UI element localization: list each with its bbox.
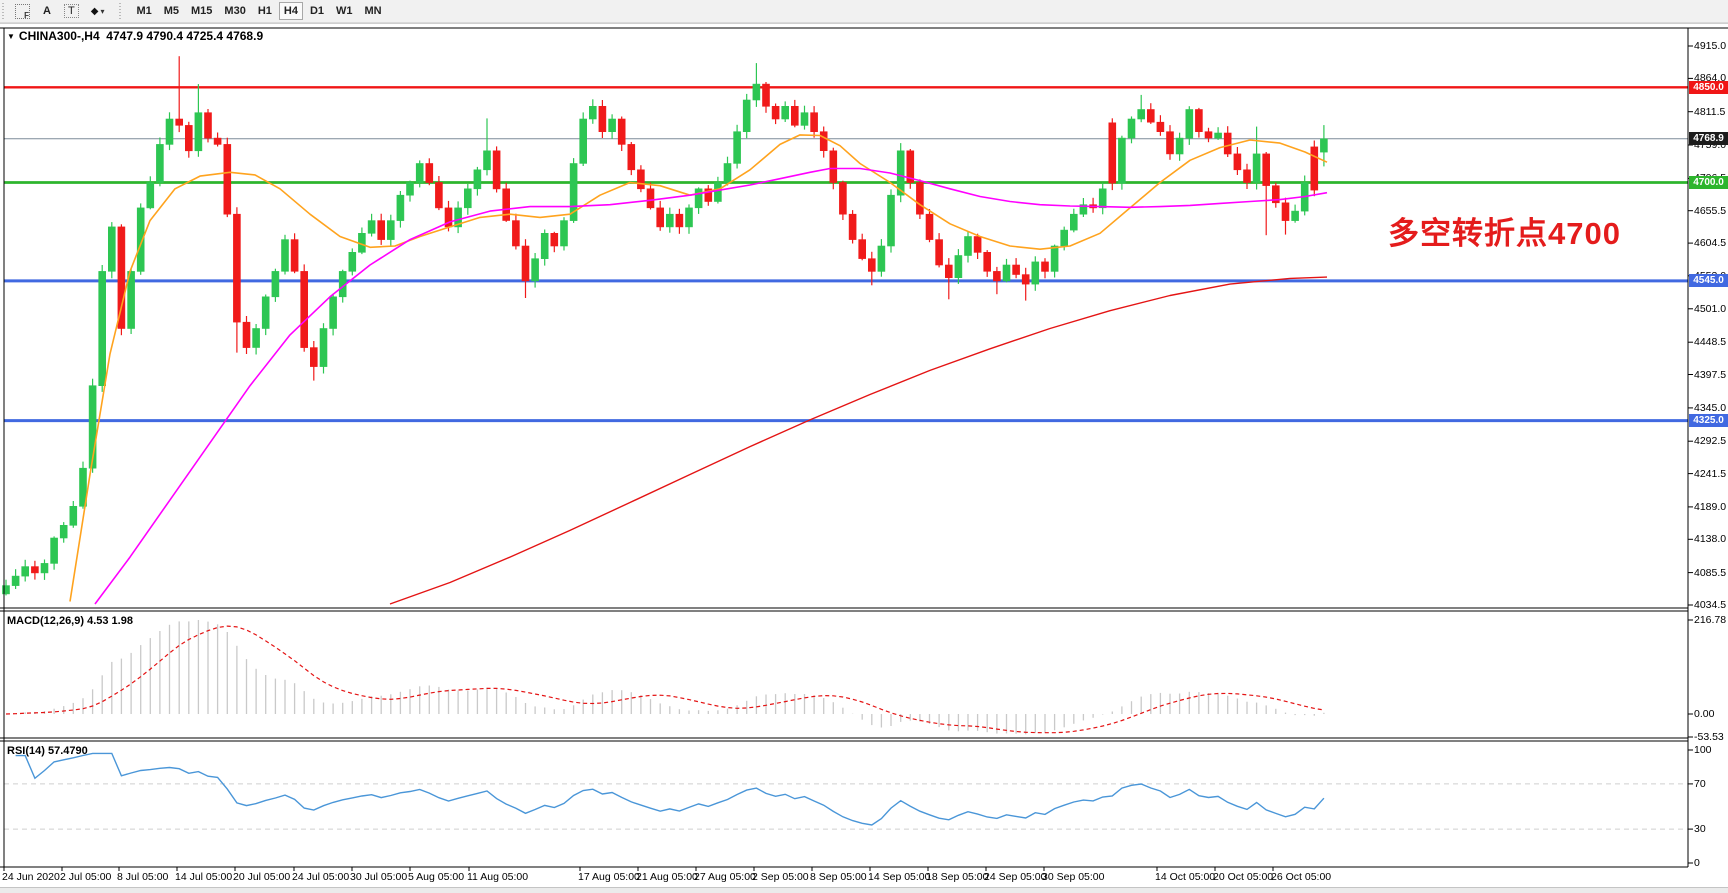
status-strip <box>0 887 1728 893</box>
date-tick-label: 14 Jul 05:00 <box>175 871 233 883</box>
price-tick-label: 4915.0 <box>1694 40 1727 52</box>
price-tick-label: 4345.0 <box>1694 402 1727 414</box>
chart-window: ▼ CHINA300-,H4 4747.9 4790.4 4725.4 4768.… <box>0 23 1728 893</box>
price-tag-4325-0: 4325.0 <box>1689 414 1728 427</box>
date-tick-label: 21 Aug 05:00 <box>636 871 698 883</box>
date-tick-label: 8 Jul 05:00 <box>117 871 169 883</box>
symbol-dropdown-icon[interactable]: ▼ <box>7 32 15 41</box>
date-tick-label: 2 Jul 05:00 <box>60 871 112 883</box>
price-tick-label: 4189.0 <box>1694 501 1727 513</box>
date-tick-label: 30 Sep 05:00 <box>1042 871 1105 883</box>
timeframe-button-m15[interactable]: M15 <box>191 5 213 17</box>
macd-scale-label: -53.53 <box>1694 731 1724 743</box>
window-divider <box>0 23 1728 24</box>
date-tick-label: 11 Aug 05:00 <box>467 871 529 883</box>
symbol-title: ▼ CHINA300-,H4 4747.9 4790.4 4725.4 4768.… <box>7 29 263 43</box>
price-tick-label: 4397.5 <box>1694 369 1727 381</box>
price-tag-4545-0: 4545.0 <box>1689 274 1728 287</box>
date-tick-label: 20 Oct 05:00 <box>1213 871 1274 883</box>
rsi-scale-label: 100 <box>1694 744 1712 756</box>
date-tick-label: 24 Jul 05:00 <box>292 871 350 883</box>
price-tick-label: 4292.5 <box>1694 435 1727 447</box>
price-tag-4700-0: 4700.0 <box>1689 176 1728 189</box>
text-label-button[interactable]: T <box>59 2 84 20</box>
date-tick-label: 5 Aug 05:00 <box>408 871 465 883</box>
price-tag-4768-9: 4768.9 <box>1689 132 1728 145</box>
timeframe-button-m5[interactable]: M5 <box>163 5 180 17</box>
ohlc-quote: 4747.9 4790.4 4725.4 4768.9 <box>106 29 264 43</box>
toolbar-separator <box>118 3 124 19</box>
cursor-tool-button[interactable]: ◆ ▾ <box>86 2 110 20</box>
date-tick-label: 14 Oct 05:00 <box>1155 871 1216 883</box>
price-tick-label: 4811.5 <box>1694 106 1726 118</box>
timeframe-button-h4[interactable]: H4 <box>278 2 303 20</box>
timeframe-group: M1 M5 M15 M30 H1 H4 D1 W1 MN <box>130 2 387 20</box>
price-tick-label: 4138.0 <box>1694 533 1727 545</box>
date-tick-label: 30 Jul 05:00 <box>350 871 408 883</box>
symbol-name: CHINA300-,H4 <box>18 29 100 43</box>
rsi-scale-label: 0 <box>1694 857 1700 869</box>
chart-toolbar: F A T ◆ ▾ M1 M5 M15 M30 H1 H4 D1 W1 MN <box>0 0 1728 23</box>
macd-scale-label: 216.78 <box>1694 614 1727 626</box>
rsi-scale-label: 70 <box>1694 778 1706 790</box>
chart-canvas[interactable] <box>0 23 1728 893</box>
macd-scale-label: 0.00 <box>1694 708 1715 720</box>
date-tick-label: 20 Jul 05:00 <box>233 871 291 883</box>
timeframe-button-m1[interactable]: M1 <box>136 5 152 17</box>
letter-a-icon: A <box>43 5 51 17</box>
timeframe-button-m30[interactable]: M30 <box>224 5 246 17</box>
price-tick-label: 4448.5 <box>1694 336 1727 348</box>
price-tick-label: 4604.5 <box>1694 237 1727 249</box>
chevron-down-icon: ▾ <box>100 6 105 16</box>
date-tick-label: 8 Sep 05:00 <box>810 871 867 883</box>
macd-label: MACD(12,26,9) 4.53 1.98 <box>7 615 133 627</box>
text-annotate-button[interactable]: A <box>37 2 57 20</box>
date-tick-label: 27 Aug 05:00 <box>694 871 756 883</box>
rsi-label: RSI(14) 57.4790 <box>7 745 88 757</box>
date-tick-label: 14 Sep 05:00 <box>868 871 931 883</box>
date-tick-label: 2 Sep 05:00 <box>752 871 809 883</box>
cursor-icon: ◆ <box>90 5 99 17</box>
date-tick-label: 26 Oct 05:00 <box>1271 871 1332 883</box>
indicator-grid-button[interactable]: F <box>10 2 35 20</box>
letter-t-icon: T <box>64 4 79 18</box>
date-tick-label: 24 Sep 05:00 <box>984 871 1047 883</box>
timeframe-button-mn[interactable]: MN <box>364 5 382 17</box>
rsi-scale-label: 30 <box>1694 823 1706 835</box>
price-tick-label: 4085.5 <box>1694 567 1727 579</box>
price-tick-label: 4655.5 <box>1694 205 1727 217</box>
timeframe-button-h1[interactable]: H1 <box>257 5 272 17</box>
timeframe-button-w1[interactable]: W1 <box>336 5 353 17</box>
price-tick-label: 4501.0 <box>1694 303 1727 315</box>
price-tick-label: 4034.5 <box>1694 599 1727 611</box>
date-tick-label: 17 Aug 05:00 <box>578 871 640 883</box>
price-tick-label: 4241.5 <box>1694 468 1727 480</box>
date-tick-label: 18 Sep 05:00 <box>926 871 989 883</box>
grid-f-icon: F <box>15 3 30 20</box>
chart-annotation-text: 多空转折点4700 <box>1388 216 1621 251</box>
date-tick-label: 24 Jun 2020 <box>2 871 60 883</box>
timeframe-button-d1[interactable]: D1 <box>309 5 325 17</box>
price-tag-4850-0: 4850.0 <box>1689 81 1728 94</box>
toolbar-grip[interactable] <box>1 3 6 19</box>
